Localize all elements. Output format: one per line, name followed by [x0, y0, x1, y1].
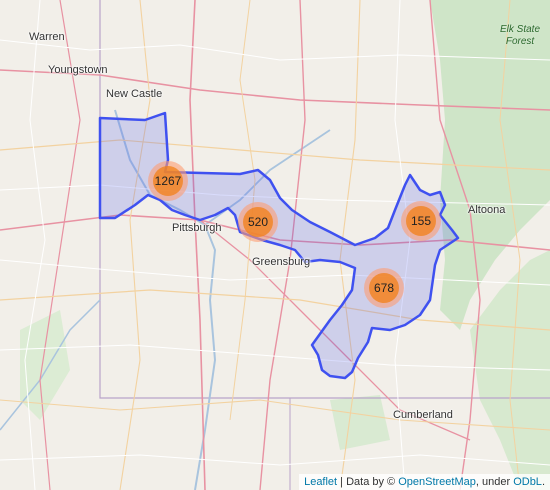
- minor-road: [0, 39, 550, 61]
- road: [229, 0, 256, 421]
- city-label-cumberland: Cumberland: [393, 409, 453, 421]
- attribution-text: , under: [475, 476, 514, 488]
- forest-label-line2: Forest: [505, 36, 535, 47]
- road: [499, 0, 521, 490]
- minor-road: [0, 454, 550, 466]
- city-label-pittsburgh: Pittsburgh: [172, 222, 222, 234]
- minor-road: [0, 184, 550, 206]
- minor-road: [394, 0, 411, 490]
- attribution-text: | Data by ©: [337, 476, 399, 488]
- highway: [189, 0, 206, 490]
- highway: [259, 0, 306, 490]
- leaflet-link[interactable]: Leaflet: [304, 476, 338, 488]
- city-label-greensburg: Greensburg: [252, 256, 311, 268]
- region-pittsburgh: [98, 111, 460, 380]
- city-label-youngstown: Youngstown: [48, 64, 108, 76]
- cluster-marker-520[interactable]: 520: [238, 202, 278, 242]
- road: [0, 139, 550, 171]
- minor-road: [0, 259, 550, 286]
- openstreetmap-link[interactable]: OpenStreetMap: [398, 476, 476, 488]
- road: [0, 399, 550, 431]
- road: [119, 0, 151, 490]
- road: [339, 0, 361, 490]
- cluster-count: 1267: [153, 166, 183, 196]
- highway: [429, 0, 481, 490]
- cluster-marker-678[interactable]: 678: [364, 268, 404, 308]
- forest-label: Elk State Forest: [500, 24, 540, 48]
- river: [114, 109, 217, 490]
- cluster-marker-155[interactable]: 155: [401, 201, 441, 241]
- road: [0, 289, 550, 331]
- cluster-count: 155: [406, 206, 436, 236]
- city-label-warren: Warren: [29, 31, 65, 43]
- attribution-text: .: [541, 476, 545, 488]
- highway: [39, 0, 81, 490]
- forest-area: [430, 0, 550, 330]
- city-label-new-castle: New Castle: [106, 88, 163, 100]
- forest-area: [330, 395, 390, 450]
- odbl-link[interactable]: ODbL: [513, 476, 542, 488]
- highway: [199, 219, 471, 441]
- region-polygons[interactable]: [98, 111, 460, 380]
- cluster-marker-1267[interactable]: 1267: [148, 161, 188, 201]
- city-label-altoona: Altoona: [468, 204, 506, 216]
- cluster-count: 678: [369, 273, 399, 303]
- forest-label-line1: Elk State: [500, 24, 541, 35]
- forest-area: [470, 250, 550, 490]
- cluster-count: 520: [243, 207, 273, 237]
- minor-road: [24, 0, 46, 490]
- river: [0, 299, 101, 431]
- map-attribution: Leaflet | Data by © OpenStreetMap, under…: [299, 474, 550, 490]
- minor-road: [0, 344, 550, 371]
- highway: [0, 69, 550, 111]
- forest-area: [20, 310, 70, 420]
